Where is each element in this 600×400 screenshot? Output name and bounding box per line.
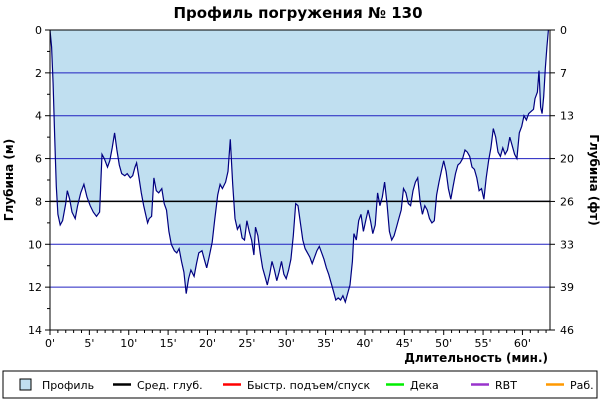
y-tick-label: 8 [35,195,42,208]
y-tick-label: 0 [35,24,42,37]
profile-area [50,30,549,303]
grid-lines [50,72,550,288]
x-tick-label: 5' [84,337,94,350]
legend-label-profile: Профиль [42,379,94,392]
x-tick-label: 40' [356,337,373,350]
x-axis-title: Длительность (мин.) [404,351,548,365]
y-axis-right: 0 7 13 20 26 33 39 46 [550,24,574,337]
x-tick-label: 60' [514,337,531,350]
legend-frame [2,370,598,399]
x-tick-label: 15' [160,337,177,350]
x-axis: 0' 5' 10' 15' 20' 25' 30' 35' 40' 45' 50' 55' 60' [45,330,547,350]
y-tick-label: 14 [28,324,42,337]
x-tick-label: 25' [238,337,255,350]
x-tick-label: 35' [317,337,334,350]
x-tick-label: 30' [278,337,295,350]
plot-area [49,29,551,331]
x-tick-label: 45' [396,337,413,350]
y-right-tick-label: 0 [560,24,567,37]
y-tick-label: 10 [28,238,42,251]
y-tick-label: 4 [35,110,42,123]
y-axis-left: 0 2 4 6 8 10 12 14 [28,24,50,337]
x-tick-label: 50' [435,337,452,350]
y-right-tick-label: 13 [560,110,574,123]
y-right-tick-label: 33 [560,238,574,251]
y-right-tick-label: 39 [560,281,574,294]
legend-label-deco: Дека [410,379,439,392]
x-tick-label: 55' [475,337,492,350]
legend-label-work: Раб. [570,379,594,392]
y-axis-title-left: Глубина (м) [2,139,16,221]
y-tick-label: 2 [35,67,42,80]
legend-label-fast: Быстр. подъем/спуск [247,379,371,392]
y-axis-title-right: Глубина (фт) [587,134,600,225]
y-right-tick-label: 20 [560,153,574,166]
x-tick-label: 0' [45,337,55,350]
profile-line [49,29,549,305]
y-right-tick-label: 26 [560,195,574,208]
legend-label-avg: Сред. глуб. [137,379,203,392]
y-tick-label: 12 [28,281,42,294]
y-right-tick-label: 7 [560,67,567,80]
x-tick-label: 10' [120,337,137,350]
legend-swatch-profile [19,378,32,391]
legend-label-rbt: RBT [495,379,517,392]
chart-title: Профиль погружения № 130 [173,4,422,22]
y-right-tick-label: 46 [560,324,574,337]
y-tick-label: 6 [35,153,42,166]
legend: Профиль Сред. глуб. Быстр. подъем/спуск Дек… [2,370,598,399]
x-tick-label: 20' [199,337,216,350]
